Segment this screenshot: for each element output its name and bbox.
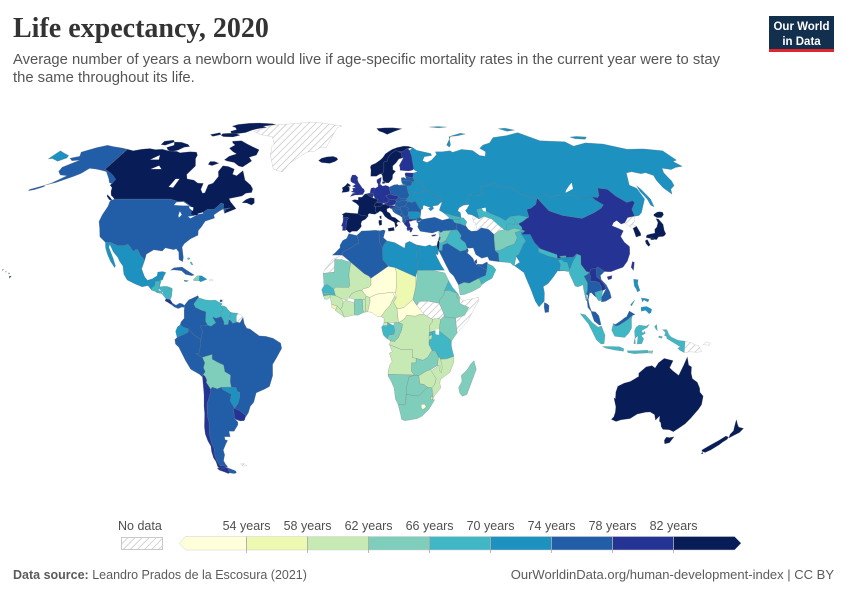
svg-text:74 years: 74 years <box>528 519 576 533</box>
svg-text:58 years: 58 years <box>284 519 332 533</box>
svg-text:54 years: 54 years <box>223 519 271 533</box>
svg-text:78 years: 78 years <box>589 519 637 533</box>
svg-text:62 years: 62 years <box>345 519 393 533</box>
svg-text:66 years: 66 years <box>406 519 454 533</box>
svg-text:82 years: 82 years <box>650 519 698 533</box>
svg-text:70 years: 70 years <box>467 519 515 533</box>
